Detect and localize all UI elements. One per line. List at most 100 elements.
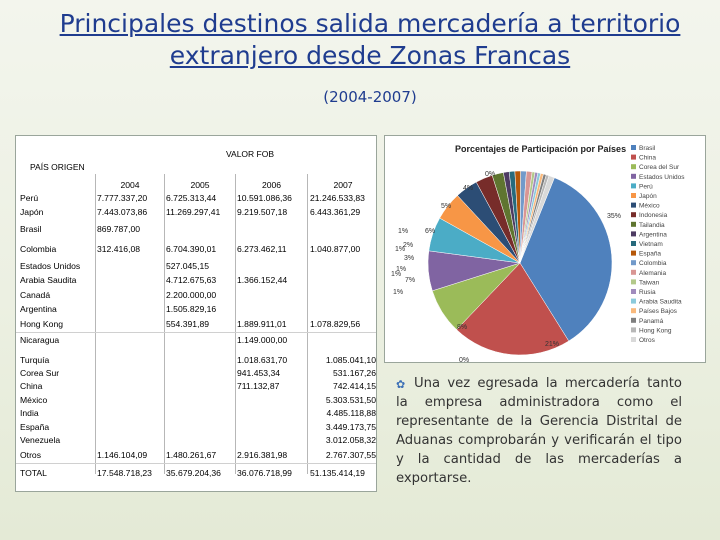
- legend-swatch: [631, 250, 636, 256]
- value-cell-2006: 1.889.911,01: [237, 319, 287, 329]
- value-cell-2007: 51.135.414,19: [310, 468, 365, 478]
- legend-swatch: [631, 327, 636, 333]
- legend-label: Rusia: [639, 289, 656, 296]
- legend-swatch: [631, 308, 636, 314]
- table-row: México 5.303.531,50: [16, 394, 376, 406]
- legend-swatch: [631, 212, 636, 218]
- table-row: Estados Unidos 527.045,15: [16, 260, 376, 272]
- legend-label: Taiwan: [639, 279, 660, 286]
- table-row: España 3.449.173,75: [16, 421, 376, 433]
- pie-percent-label: 2%: [403, 242, 413, 249]
- value-cell-2005: 6.725.313,44: [166, 193, 217, 203]
- pie-slice-brasil: [519, 177, 613, 342]
- country-cell: Venezuela: [20, 435, 61, 445]
- value-cell-2006: 1.018.631,70: [237, 355, 288, 365]
- pie-percent-label: 6%: [425, 228, 435, 235]
- table-row: Japón 7.443.073,86 11.269.297,41 9.219.507,…: [16, 206, 376, 218]
- pie-percent-label: 1%: [391, 271, 401, 278]
- table-header-value: VALOR FOB: [226, 149, 275, 159]
- legend-label: Alemania: [639, 270, 666, 277]
- country-cell: Estados Unidos: [20, 261, 81, 271]
- legend-label: Brasil: [639, 145, 656, 152]
- country-cell: Perú: [20, 193, 39, 203]
- table-row: Colombia 312.416,08 6.704.390,01 6.273.462,…: [16, 243, 376, 255]
- country-cell: Arabia Saudita: [20, 275, 77, 285]
- value-cell-2007: 531.167,26: [332, 368, 376, 378]
- country-cell: India: [20, 408, 39, 418]
- year-header-2006: 2006: [261, 180, 282, 190]
- value-cell-2005: 1.480.261,67: [166, 450, 217, 460]
- legend-label: Otros: [639, 337, 656, 344]
- pie-chart-panel: Porcentajes de Participación por Países 3…: [384, 135, 706, 363]
- legend-swatch: [631, 317, 636, 323]
- pie-percent-label: 5%: [441, 203, 451, 210]
- legend-swatch: [631, 193, 636, 198]
- pie-slice-china: [456, 262, 570, 356]
- slide-title: Principales destinos salida mercadería a…: [59, 9, 681, 70]
- table-row: Perú 7.777.337,20 6.725.313,44 10.591.086,3…: [16, 192, 376, 204]
- value-cell-2004: 869.787,00: [97, 224, 141, 234]
- legend-label: Tailandia: [639, 222, 665, 229]
- legend-label: Países Bajos: [639, 308, 678, 315]
- value-cell-2006: 1.149.000,00: [237, 335, 288, 345]
- value-cell-2007: 2.767.307,55: [325, 450, 376, 460]
- legend-swatch: [631, 231, 636, 237]
- table-row: Canadá 2.200.000,00: [16, 289, 376, 301]
- table-row: Brasil 869.787,00: [16, 223, 376, 235]
- legend-label: Arabia Saudita: [639, 299, 682, 306]
- pie-percent-label: 1%: [393, 289, 403, 296]
- pie-percent-label: 1%: [395, 246, 405, 253]
- fob-table: VALOR FOB PAÍS ORIGEN 2004 2005 2006 2007 Pe…: [15, 135, 377, 492]
- legend-swatch: [631, 173, 636, 179]
- value-cell-2005: 6.704.390,01: [166, 244, 217, 254]
- pie-percent-label: 35%: [607, 213, 621, 220]
- country-cell: Turquía: [20, 355, 50, 365]
- legend-swatch: [631, 202, 636, 208]
- country-cell: Nicaragua: [20, 335, 60, 345]
- legend-swatch: [631, 337, 636, 342]
- value-cell-2007: 3.012.058,32: [325, 435, 376, 445]
- legend-label: Corea del Sur: [639, 164, 680, 171]
- legend-label: Hong Kong: [639, 327, 672, 334]
- value-cell-2006: 711.132,87: [237, 381, 280, 391]
- value-cell-2007: 5.303.531,50: [325, 395, 376, 405]
- country-cell: México: [20, 395, 48, 405]
- value-cell-2007: 1.085.041,10: [325, 355, 376, 365]
- country-cell: TOTAL: [20, 468, 47, 478]
- pie-percent-label: 1%: [398, 228, 408, 235]
- legend-swatch: [631, 260, 636, 266]
- value-cell-2007: 6.443.361,29: [310, 207, 361, 217]
- value-cell-2006: 6.273.462,11: [237, 244, 287, 254]
- legend-label: Panamá: [639, 318, 664, 325]
- country-cell: Brasil: [20, 224, 42, 234]
- country-cell: Hong Kong: [20, 319, 64, 329]
- year-header-2004: 2004: [120, 180, 140, 190]
- country-cell: Corea Sur: [20, 368, 60, 378]
- country-cell: China: [20, 381, 43, 391]
- pie-percent-label: 4%: [463, 185, 473, 192]
- table-row: Arabia Saudita 4.712.675,63 1.366.152,44: [16, 274, 376, 286]
- body-text-content: Una vez egresada la mercadería tanto la …: [396, 376, 682, 486]
- table-row: Argentina 1.505.829,16: [16, 303, 376, 315]
- value-cell-2007: 742.414,15: [332, 381, 376, 391]
- country-cell: Canadá: [20, 290, 51, 300]
- legend-swatch: [631, 269, 636, 275]
- legend-label: Colombia: [639, 260, 667, 267]
- legend-label: Indonesia: [639, 212, 668, 219]
- value-cell-2006: 941.453,34: [237, 368, 281, 378]
- legend-swatch: [631, 279, 636, 285]
- legend-label: Argentina: [639, 231, 667, 238]
- legend-label: Japón: [639, 193, 657, 200]
- value-cell-2005: 1.505.829,16: [166, 304, 217, 314]
- value-cell-2007: 1.078.829,56: [310, 319, 361, 329]
- table-column-divider: [95, 174, 96, 474]
- legend-swatch: [631, 221, 636, 227]
- value-cell-2006: 1.366.152,44: [237, 275, 288, 285]
- table-row: Otros 1.146.104,09 1.480.261,67 2.916.381,9…: [16, 449, 376, 461]
- legend-swatch: [631, 298, 636, 304]
- legend-label: España: [639, 251, 661, 258]
- year-header-row: 2004 2005 2006 2007: [16, 179, 376, 191]
- year-header-2005: 2005: [190, 180, 210, 190]
- value-cell-2005: 35.679.204,36: [166, 468, 221, 478]
- legend-label: Perú: [639, 183, 653, 190]
